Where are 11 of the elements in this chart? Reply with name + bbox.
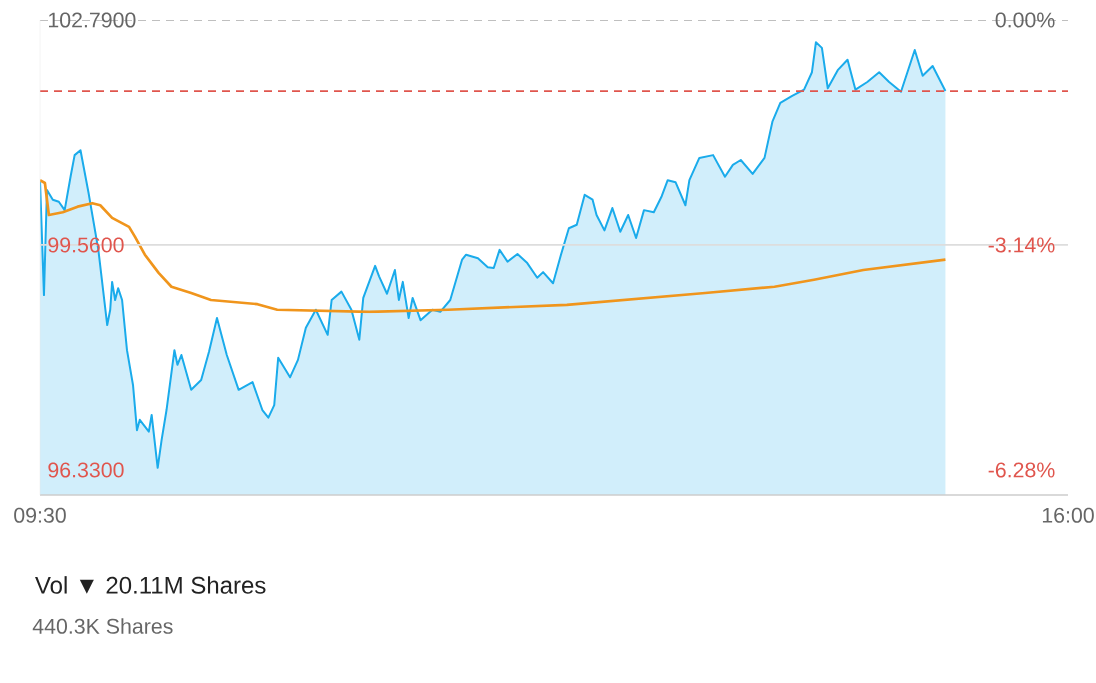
y2-tick-label: -3.14% (988, 237, 1055, 253)
y-tick-label: 102.7900 (49, 12, 136, 28)
y2-tick-label: 0.00% (995, 12, 1055, 28)
x-tick-label: 16:00 (1042, 507, 1094, 523)
line-series (40, 178, 947, 314)
y-tick-label: 99.5600 (48, 237, 124, 253)
text: 440.3K Shares (32, 618, 173, 634)
y-tick-label: 96.3300 (48, 462, 124, 478)
y2-tick-label: -6.28% (988, 462, 1055, 478)
x-tick-label: 09:30 (14, 507, 66, 523)
text: Vol ▼ 20.11M Shares (35, 576, 266, 594)
